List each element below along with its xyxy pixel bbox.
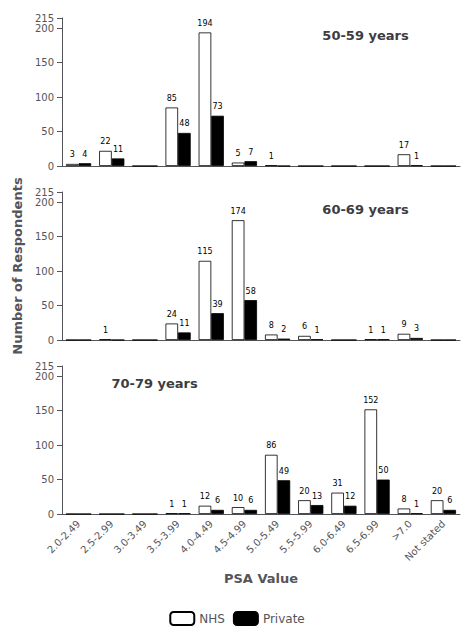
svg-text:20: 20 bbox=[432, 487, 442, 496]
svg-text:20: 20 bbox=[299, 487, 309, 496]
svg-text:3: 3 bbox=[70, 150, 75, 159]
svg-text:5.5-5.99: 5.5-5.99 bbox=[277, 518, 314, 555]
svg-text:17: 17 bbox=[399, 141, 409, 150]
svg-text:85: 85 bbox=[167, 94, 177, 103]
svg-text:73: 73 bbox=[212, 102, 222, 111]
svg-text:50: 50 bbox=[378, 466, 388, 475]
svg-text:150: 150 bbox=[35, 57, 54, 68]
svg-text:22: 22 bbox=[100, 137, 110, 146]
svg-text:0: 0 bbox=[48, 335, 54, 346]
svg-text:70-79 years: 70-79 years bbox=[111, 376, 198, 391]
svg-text:215: 215 bbox=[35, 361, 54, 372]
svg-text:NHS: NHS bbox=[199, 612, 225, 626]
svg-text:11: 11 bbox=[179, 319, 189, 328]
svg-text:6: 6 bbox=[248, 496, 253, 505]
svg-text:1: 1 bbox=[381, 326, 386, 335]
svg-text:3: 3 bbox=[414, 324, 419, 333]
svg-text:58: 58 bbox=[246, 287, 256, 296]
svg-text:2.5-2.99: 2.5-2.99 bbox=[78, 518, 115, 555]
svg-text:194: 194 bbox=[197, 19, 212, 28]
svg-text:4: 4 bbox=[82, 150, 87, 159]
svg-text:49: 49 bbox=[279, 467, 289, 476]
svg-text:1: 1 bbox=[368, 326, 373, 335]
svg-text:Not stated: Not stated bbox=[403, 518, 448, 563]
svg-text:1: 1 bbox=[315, 326, 320, 335]
svg-text:0: 0 bbox=[48, 161, 54, 172]
svg-text:1: 1 bbox=[169, 500, 174, 509]
svg-text:150: 150 bbox=[35, 231, 54, 242]
svg-text:Number of Respondents: Number of Respondents bbox=[10, 177, 25, 355]
svg-text:5.0-5.49: 5.0-5.49 bbox=[244, 518, 281, 555]
svg-text:152: 152 bbox=[363, 396, 378, 405]
svg-text:10: 10 bbox=[233, 494, 243, 503]
svg-text:12: 12 bbox=[345, 492, 355, 501]
svg-text:1: 1 bbox=[269, 152, 274, 161]
svg-text:200: 200 bbox=[35, 23, 54, 34]
svg-text:4.0-4.49: 4.0-4.49 bbox=[178, 518, 215, 555]
svg-text:1: 1 bbox=[103, 326, 108, 335]
svg-text:6: 6 bbox=[215, 496, 220, 505]
svg-text:6: 6 bbox=[302, 322, 307, 331]
svg-text:115: 115 bbox=[197, 247, 212, 256]
svg-text:50: 50 bbox=[41, 300, 54, 311]
svg-text:86: 86 bbox=[266, 441, 276, 450]
svg-text:174: 174 bbox=[230, 207, 245, 216]
svg-text:7: 7 bbox=[248, 148, 253, 157]
svg-text:8: 8 bbox=[401, 495, 406, 504]
svg-text:1: 1 bbox=[182, 500, 187, 509]
svg-text:50-59 years: 50-59 years bbox=[322, 28, 409, 43]
svg-text:6.0-6.49: 6.0-6.49 bbox=[311, 518, 348, 555]
svg-text:100: 100 bbox=[35, 92, 54, 103]
svg-text:24: 24 bbox=[167, 310, 177, 319]
svg-text:>7.0: >7.0 bbox=[389, 518, 414, 543]
svg-text:12: 12 bbox=[200, 492, 210, 501]
svg-text:2.0-2.49: 2.0-2.49 bbox=[45, 518, 82, 555]
svg-text:1: 1 bbox=[414, 152, 419, 161]
svg-text:2: 2 bbox=[281, 325, 286, 334]
svg-text:50: 50 bbox=[41, 126, 54, 137]
svg-text:60-69 years: 60-69 years bbox=[322, 202, 409, 217]
svg-text:8: 8 bbox=[269, 321, 274, 330]
svg-text:3.0-3.49: 3.0-3.49 bbox=[112, 518, 149, 555]
svg-text:100: 100 bbox=[35, 440, 54, 451]
svg-text:200: 200 bbox=[35, 371, 54, 382]
svg-text:150: 150 bbox=[35, 405, 54, 416]
svg-text:13: 13 bbox=[312, 492, 322, 501]
svg-text:0: 0 bbox=[48, 509, 54, 520]
svg-text:215: 215 bbox=[35, 13, 54, 24]
svg-text:39: 39 bbox=[212, 300, 222, 309]
svg-text:6.5-6.99: 6.5-6.99 bbox=[344, 518, 381, 555]
svg-text:3.5-3.99: 3.5-3.99 bbox=[145, 518, 182, 555]
svg-text:5: 5 bbox=[236, 149, 241, 158]
svg-text:1: 1 bbox=[414, 500, 419, 509]
svg-text:31: 31 bbox=[333, 479, 343, 488]
svg-text:11: 11 bbox=[113, 145, 123, 154]
svg-text:200: 200 bbox=[35, 197, 54, 208]
svg-text:100: 100 bbox=[35, 266, 54, 277]
svg-text:50: 50 bbox=[41, 474, 54, 485]
svg-text:PSA Value: PSA Value bbox=[224, 571, 298, 586]
svg-text:9: 9 bbox=[401, 320, 406, 329]
svg-text:Private: Private bbox=[263, 612, 305, 626]
svg-text:48: 48 bbox=[179, 119, 189, 128]
svg-text:6: 6 bbox=[447, 496, 452, 505]
svg-text:4.5-4.99: 4.5-4.99 bbox=[211, 518, 248, 555]
svg-text:215: 215 bbox=[35, 187, 54, 198]
